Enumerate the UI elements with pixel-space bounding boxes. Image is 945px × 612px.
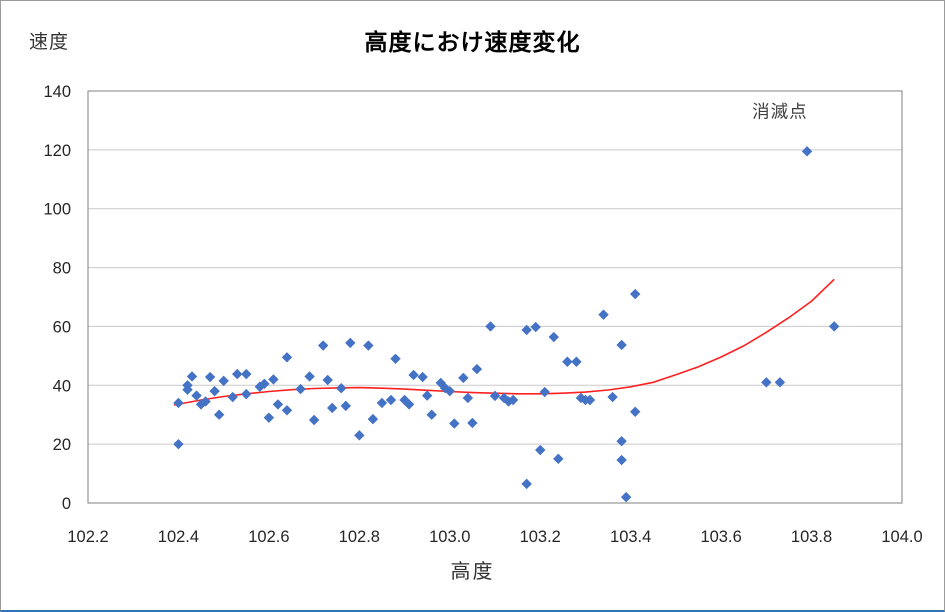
scatter-point[interactable] [598, 309, 609, 320]
scatter-point[interactable] [539, 386, 550, 398]
scatter-point[interactable] [584, 394, 596, 406]
y-tick-label: 40 [53, 377, 71, 395]
x-tick-label: 103.0 [429, 528, 470, 546]
scatter-point[interactable] [204, 371, 216, 383]
scatter-point[interactable] [553, 453, 564, 465]
scatter-point[interactable] [629, 406, 641, 417]
scatter-point[interactable] [507, 394, 519, 406]
scatter-point[interactable] [327, 402, 338, 414]
scatter-point[interactable] [562, 356, 573, 367]
x-tick-label: 102.6 [248, 528, 289, 546]
scatter-point[interactable] [173, 397, 184, 409]
scatter-point[interactable] [607, 391, 618, 403]
chart-title: 高度におけ速度変化 [364, 29, 581, 55]
scatter-point[interactable] [417, 371, 428, 383]
x-tick-label: 102.2 [67, 528, 108, 546]
trendline[interactable] [173, 278, 835, 406]
scatter-point[interactable] [268, 374, 279, 385]
x-tick-label: 103.2 [520, 528, 561, 546]
scatter-point[interactable] [367, 413, 379, 425]
scatter-point[interactable] [304, 371, 315, 382]
scatter-point[interactable] [467, 417, 478, 429]
scatter-point[interactable] [390, 353, 401, 364]
scatter-point[interactable] [421, 390, 433, 401]
scatter-point[interactable] [345, 337, 356, 349]
scatter-point[interactable] [213, 409, 225, 420]
scatter-point[interactable] [458, 372, 469, 384]
scatter-point[interactable] [616, 339, 627, 351]
y-axis-unit-label: 速度 [29, 32, 70, 53]
scatter-point[interactable] [403, 399, 415, 410]
y-tick-label: 120 [43, 142, 71, 160]
y-tick-label: 140 [43, 83, 71, 101]
scatter-point[interactable] [828, 321, 840, 332]
scatter-point[interactable] [281, 352, 293, 363]
scatter-point[interactable] [408, 369, 419, 381]
scatter-point[interactable] [426, 409, 437, 420]
y-tick-label: 100 [43, 201, 71, 219]
scatter-point[interactable] [571, 356, 582, 367]
x-tick-label: 102.8 [339, 528, 380, 546]
x-tick-label: 104.0 [881, 528, 922, 546]
scatter-point[interactable] [471, 363, 483, 375]
scatter-point[interactable] [444, 385, 455, 397]
y-tick-label: 20 [53, 436, 71, 454]
y-tick-label: 0 [62, 495, 71, 513]
scatter-point[interactable] [521, 324, 532, 336]
scatter-point[interactable] [761, 377, 772, 388]
scatter-point[interactable] [263, 412, 275, 423]
scatter-point[interactable] [774, 377, 786, 388]
scatter-point[interactable] [801, 146, 813, 157]
scatter-point[interactable] [336, 383, 347, 394]
scatter-point[interactable] [272, 399, 284, 410]
x-tick-label: 103.6 [700, 528, 741, 546]
scatter-point[interactable] [241, 388, 252, 400]
scatter-point[interactable] [218, 375, 229, 387]
y-tick-label: 60 [53, 318, 71, 336]
x-tick-label: 103.4 [610, 528, 651, 546]
y-tick-label: 80 [53, 260, 71, 278]
scatter-point[interactable] [521, 478, 532, 490]
scatter-point[interactable] [620, 491, 632, 503]
scatter-point[interactable] [616, 454, 627, 466]
scatter-point[interactable] [308, 414, 320, 426]
scatter-point[interactable] [629, 288, 641, 300]
scatter-point[interactable] [535, 444, 546, 456]
scatter-point[interactable] [616, 436, 627, 447]
scatter-point[interactable] [340, 400, 351, 412]
scatter-point[interactable] [186, 371, 198, 382]
plot-border [87, 90, 903, 504]
scatter-point[interactable] [209, 385, 220, 397]
scatter-point[interactable] [200, 396, 211, 407]
scatter-point[interactable] [173, 438, 184, 450]
scatter-point[interactable] [241, 368, 252, 380]
scatter-point[interactable] [530, 321, 541, 333]
scatter-point[interactable] [385, 394, 397, 406]
scatter-point[interactable] [462, 392, 474, 404]
scatter-point[interactable] [485, 321, 496, 332]
scatter-point[interactable] [191, 390, 202, 401]
scatter-point[interactable] [232, 368, 243, 380]
scatter-point[interactable] [363, 340, 374, 351]
x-tick-label: 102.4 [158, 528, 199, 546]
scatter-point[interactable] [317, 340, 329, 351]
scatter-point[interactable] [449, 418, 460, 429]
x-axis-title: 高度 [450, 561, 495, 583]
x-tick-label: 103.8 [791, 528, 832, 546]
annotation-vanishing-point[interactable]: 消滅点 [752, 102, 808, 122]
scatter-point[interactable] [354, 430, 365, 441]
scatter-point[interactable] [548, 331, 559, 343]
scatter-point[interactable] [322, 374, 333, 386]
scatter-point[interactable] [259, 378, 270, 390]
scatter-point[interactable] [295, 383, 306, 395]
scatter-point[interactable] [281, 405, 293, 416]
scatter-point[interactable] [182, 384, 193, 395]
scatter-point[interactable] [489, 390, 501, 402]
scatter-point[interactable] [376, 397, 388, 409]
scatter-point[interactable] [227, 391, 238, 403]
